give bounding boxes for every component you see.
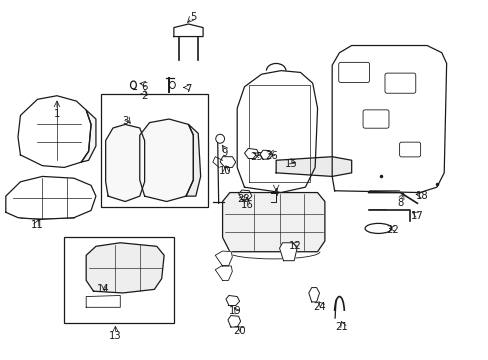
Polygon shape bbox=[215, 251, 232, 266]
Text: 20: 20 bbox=[233, 325, 245, 336]
Polygon shape bbox=[18, 96, 91, 167]
Text: 1: 1 bbox=[54, 109, 60, 119]
Text: 13: 13 bbox=[109, 331, 122, 341]
Polygon shape bbox=[222, 193, 324, 252]
Polygon shape bbox=[185, 125, 200, 196]
Ellipse shape bbox=[169, 81, 175, 89]
Ellipse shape bbox=[365, 224, 391, 233]
Text: 26: 26 bbox=[265, 150, 278, 161]
Bar bbox=[64, 237, 174, 323]
FancyBboxPatch shape bbox=[338, 62, 369, 82]
Polygon shape bbox=[238, 190, 251, 200]
Polygon shape bbox=[331, 45, 446, 193]
Polygon shape bbox=[86, 296, 120, 307]
Text: 19: 19 bbox=[228, 306, 241, 316]
Polygon shape bbox=[140, 119, 193, 202]
Ellipse shape bbox=[215, 134, 224, 143]
Text: 7: 7 bbox=[185, 84, 191, 94]
Polygon shape bbox=[279, 243, 297, 261]
Polygon shape bbox=[174, 24, 203, 37]
Text: 10: 10 bbox=[218, 166, 231, 176]
Text: 15: 15 bbox=[284, 159, 297, 169]
Text: 21: 21 bbox=[335, 322, 347, 332]
Polygon shape bbox=[244, 148, 259, 158]
Text: 9: 9 bbox=[222, 148, 228, 158]
Polygon shape bbox=[260, 150, 272, 159]
FancyBboxPatch shape bbox=[399, 142, 420, 157]
Polygon shape bbox=[215, 265, 232, 280]
Text: 3: 3 bbox=[122, 116, 128, 126]
Text: 25: 25 bbox=[249, 152, 262, 162]
Polygon shape bbox=[81, 110, 96, 162]
Text: 14: 14 bbox=[97, 284, 109, 294]
Polygon shape bbox=[276, 157, 351, 176]
Polygon shape bbox=[227, 316, 240, 327]
Text: 6: 6 bbox=[141, 82, 147, 92]
Text: 16: 16 bbox=[240, 200, 253, 210]
Polygon shape bbox=[308, 288, 319, 302]
Text: 17: 17 bbox=[410, 211, 423, 221]
Polygon shape bbox=[225, 296, 239, 306]
Bar bbox=[101, 94, 207, 207]
Text: 11: 11 bbox=[31, 220, 44, 230]
Polygon shape bbox=[6, 176, 96, 220]
Text: 22: 22 bbox=[386, 225, 399, 235]
Polygon shape bbox=[105, 125, 144, 202]
Text: 5: 5 bbox=[190, 12, 196, 22]
Text: 24: 24 bbox=[313, 302, 325, 312]
Polygon shape bbox=[237, 71, 317, 193]
Text: 18: 18 bbox=[415, 191, 428, 201]
Text: 2: 2 bbox=[141, 91, 147, 101]
Text: 4: 4 bbox=[272, 188, 279, 198]
Text: 12: 12 bbox=[289, 241, 302, 251]
Ellipse shape bbox=[130, 81, 136, 89]
FancyBboxPatch shape bbox=[384, 73, 415, 93]
FancyBboxPatch shape bbox=[362, 110, 388, 128]
Polygon shape bbox=[86, 243, 164, 293]
Polygon shape bbox=[220, 157, 235, 167]
Text: 8: 8 bbox=[396, 198, 403, 208]
Text: 23: 23 bbox=[237, 194, 249, 204]
